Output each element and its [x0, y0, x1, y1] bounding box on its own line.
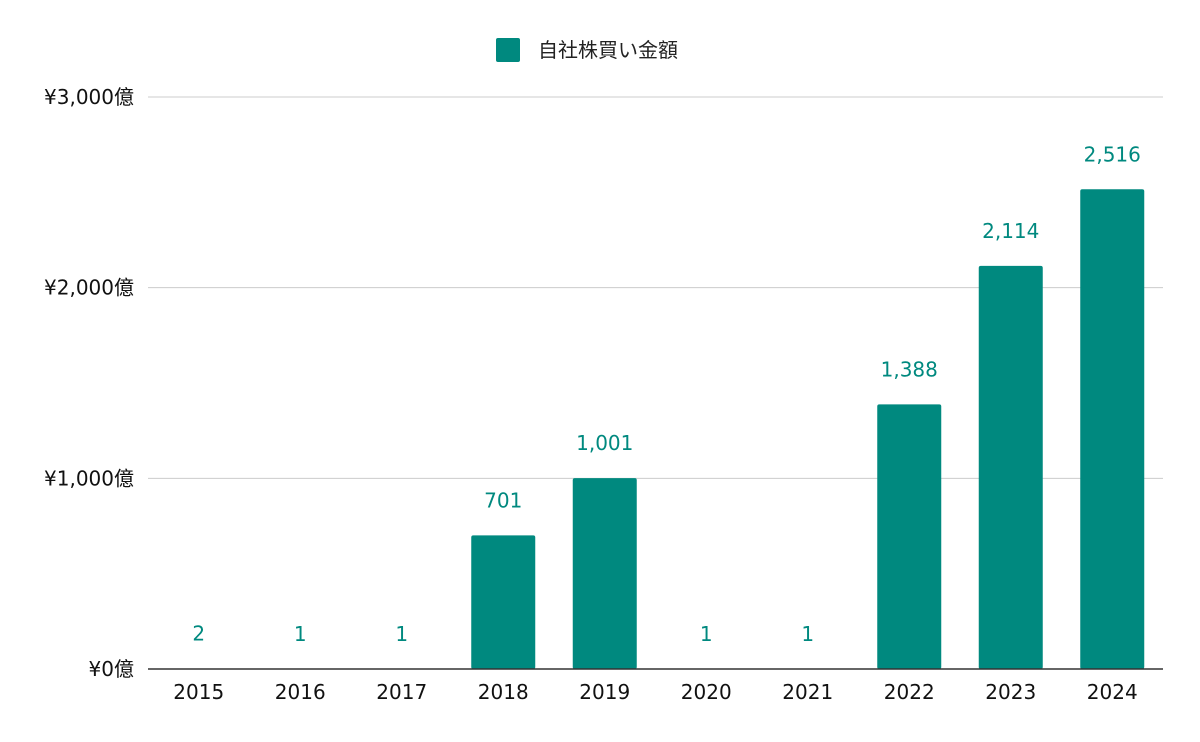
x-tick-label-2019: 2019 — [579, 680, 630, 704]
legend-swatch-buyback — [496, 38, 520, 62]
bar-2018 — [471, 535, 536, 669]
y-tick-label: ¥0億 — [89, 657, 134, 681]
legend-label-buyback: 自社株買い金額 — [538, 38, 678, 62]
bar-2022 — [877, 404, 942, 669]
data-label-2016: 1 — [294, 622, 307, 646]
y-tick-label: ¥1,000億 — [44, 466, 134, 490]
data-label-2019: 1,001 — [576, 431, 633, 455]
x-tick-label-2018: 2018 — [478, 680, 529, 704]
data-labels: 2 1 1 701 1,001 1 1 1,388 2,114 2,516 — [192, 142, 1141, 646]
legend: 自社株買い金額 — [496, 38, 678, 62]
x-axis-tick-labels: 2015 2016 2017 2018 2019 2020 2021 2022 2023 2024 — [173, 680, 1137, 704]
x-tick-label-2023: 2023 — [985, 680, 1036, 704]
x-tick-label-2017: 2017 — [376, 680, 427, 704]
bar-2023 — [978, 265, 1043, 669]
data-label-2021: 1 — [801, 622, 814, 646]
y-axis-tick-labels: ¥0億 ¥1,000億 ¥2,000億 ¥3,000億 — [44, 85, 134, 681]
x-tick-label-2022: 2022 — [884, 680, 935, 704]
bars — [166, 189, 1145, 670]
data-label-2022: 1,388 — [881, 357, 938, 381]
data-label-2024: 2,516 — [1084, 142, 1141, 166]
y-tick-label: ¥3,000億 — [44, 85, 134, 109]
x-tick-label-2020: 2020 — [681, 680, 732, 704]
bar-2019 — [572, 478, 637, 669]
data-label-2020: 1 — [700, 622, 713, 646]
x-tick-label-2016: 2016 — [275, 680, 326, 704]
x-tick-label-2015: 2015 — [173, 680, 224, 704]
data-label-2017: 1 — [395, 622, 408, 646]
data-label-2015: 2 — [192, 622, 205, 646]
y-tick-label: ¥2,000億 — [44, 276, 134, 300]
data-label-2018: 701 — [484, 488, 522, 512]
bar-2024 — [1080, 189, 1145, 670]
x-tick-label-2024: 2024 — [1087, 680, 1138, 704]
data-label-2023: 2,114 — [982, 219, 1039, 243]
x-tick-label-2021: 2021 — [782, 680, 833, 704]
